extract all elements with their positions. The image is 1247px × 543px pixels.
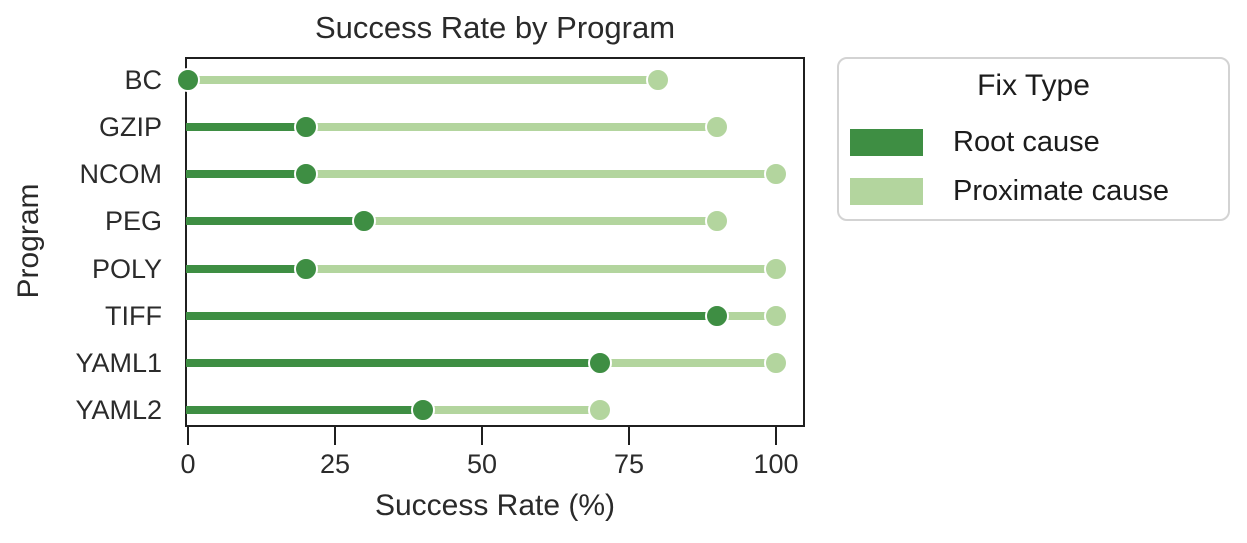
x-tick-mark <box>627 427 631 445</box>
x-tick-label: 0 <box>180 449 196 479</box>
legend-label-root-cause: Root cause <box>953 125 1100 158</box>
x-tick-mark <box>774 427 778 445</box>
root-cause-line <box>186 170 306 179</box>
root-cause-dot <box>293 256 318 281</box>
proximate-cause-line <box>186 123 718 132</box>
proximate-cause-line <box>186 170 776 179</box>
root-cause-dot <box>293 162 318 187</box>
proximate-cause-dot <box>646 68 671 92</box>
y-tick-label: YAML1 <box>75 347 162 378</box>
proximate-cause-line <box>186 217 718 226</box>
proximate-cause-line <box>186 76 659 84</box>
chart-title: Success Rate by Program <box>314 10 676 45</box>
legend-label-proximate-cause: Proximate cause <box>953 174 1169 207</box>
x-tick-label: 25 <box>319 449 351 479</box>
proximate-cause-dot <box>764 303 788 328</box>
legend-swatch-root-cause <box>850 128 923 156</box>
root-cause-line <box>186 358 600 367</box>
x-tick-label: 100 <box>753 449 799 479</box>
root-cause-line <box>186 217 365 226</box>
root-cause-line <box>186 264 306 273</box>
legend-swatch-proximate-cause <box>850 177 923 205</box>
x-tick-mark <box>186 427 190 445</box>
root-cause-line <box>186 405 424 414</box>
y-tick-label: NCOM <box>79 159 163 190</box>
x-tick-mark <box>480 427 484 445</box>
proximate-cause-dot <box>705 115 730 140</box>
y-tick-label: YAML2 <box>75 394 162 425</box>
proximate-cause-dot <box>764 350 788 375</box>
x-tick-label: 50 <box>466 449 498 479</box>
root-cause-dot <box>411 397 436 422</box>
root-cause-dot <box>705 303 730 328</box>
proximate-cause-dot <box>764 256 788 281</box>
legend-title: Fix Type <box>977 69 1090 102</box>
y-tick-label: POLY <box>91 253 162 284</box>
root-cause-line <box>186 311 718 320</box>
x-tick-label: 75 <box>613 449 645 479</box>
legend: Fix Type Root cause Proximate cause <box>837 57 1230 221</box>
root-cause-dot <box>352 209 377 234</box>
legend-entry-root-cause: Root cause <box>850 125 1228 159</box>
proximate-cause-dot <box>705 209 730 234</box>
proximate-cause-dot <box>764 162 788 187</box>
root-cause-dot <box>176 68 200 92</box>
proximate-cause-line <box>186 264 776 273</box>
root-cause-line <box>186 123 306 132</box>
x-axis-label: Success Rate (%) <box>374 489 616 522</box>
y-tick-label: TIFF <box>105 300 162 331</box>
y-tick-label: PEG <box>104 206 162 237</box>
y-tick-label: BC <box>124 65 162 95</box>
legend-entry-proximate-cause: Proximate cause <box>850 174 1228 208</box>
x-tick-mark <box>333 427 337 445</box>
root-cause-dot <box>293 115 318 140</box>
y-tick-label: GZIP <box>98 112 162 143</box>
root-cause-dot <box>587 350 612 375</box>
proximate-cause-dot <box>587 397 612 422</box>
